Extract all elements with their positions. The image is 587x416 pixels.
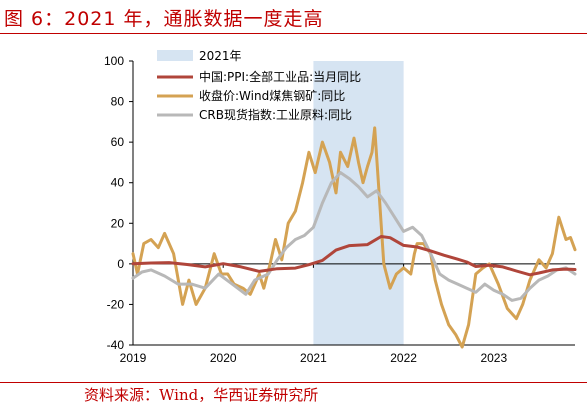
y-tick-label: 80 — [111, 95, 125, 109]
legend-label-shade: 2021年 — [199, 49, 242, 63]
source-rule — [0, 382, 587, 383]
series-layer — [131, 126, 577, 349]
legend-label-2: 收盘价:Wind煤焦钢矿:同比 — [199, 88, 345, 103]
x-tick-label: 2023 — [480, 351, 507, 365]
x-tick-label: 2019 — [120, 351, 147, 365]
x-tick-label: 2020 — [210, 351, 237, 365]
figure-title: 图 6：2021 年，通胀数据一度走高 — [4, 8, 324, 30]
y-tick-label: -40 — [107, 338, 125, 352]
shade-band-2021 — [313, 61, 404, 345]
x-tick-label: 2021 — [300, 351, 327, 365]
x-tick-label: 2022 — [390, 351, 417, 365]
title-rule — [0, 33, 587, 34]
legend-swatch-shade — [157, 50, 193, 61]
y-tick-label: 0 — [117, 257, 124, 271]
y-tick-label: 40 — [111, 176, 125, 190]
legend-label-1: 中国:PPI:全部工业品:当月同比 — [199, 69, 361, 84]
axis-layer: -40 -20 0 20 40 60 80 100 2019 2020 2021 2022 2023 — [104, 54, 575, 365]
legend-label-3: CRB现货指数:工业原料:同比 — [199, 107, 352, 122]
y-tick-label: 20 — [111, 216, 125, 230]
y-tick-label: 60 — [111, 135, 125, 149]
y-tick-label: -20 — [107, 297, 125, 311]
source-note: 资料来源：Wind，华西证券研究所 — [84, 386, 319, 404]
series-line-3 — [131, 171, 577, 302]
y-tick-label: 100 — [104, 54, 124, 68]
shade-layer — [313, 61, 404, 345]
series-line-2 — [131, 126, 577, 349]
series-line-1 — [131, 235, 577, 277]
